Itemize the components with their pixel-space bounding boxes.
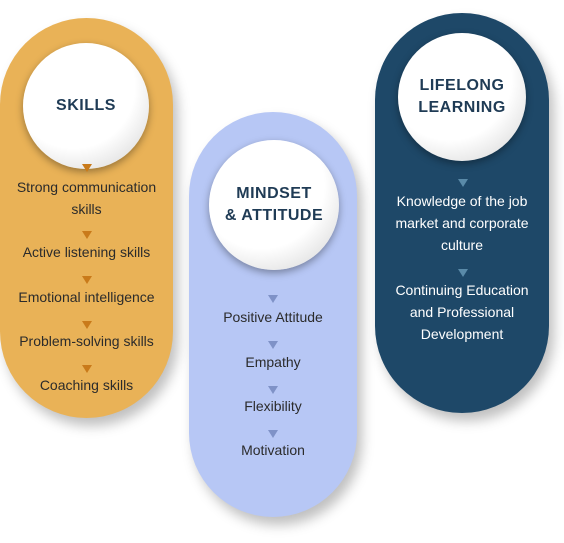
- mindset-title: MINDSET & ATTITUDE: [224, 185, 324, 224]
- mindset-item: Flexibility: [244, 398, 302, 414]
- skills-pill: SKILLS Strong communication skills Activ…: [0, 18, 173, 418]
- skills-item: Active listening skills: [22, 244, 151, 260]
- lifelong-learning-pill: LIFELONG LEARNING Knowledge of the job m…: [375, 13, 549, 413]
- skills-item: Problem-solving skills: [19, 333, 154, 349]
- skills-item: Strong communication skills: [16, 179, 157, 217]
- lifelong-learning-title: LIFELONG LEARNING: [418, 77, 506, 116]
- down-arrow-icon: [268, 341, 278, 349]
- down-arrow-icon: [82, 321, 92, 329]
- skills-circle: SKILLS: [23, 43, 149, 169]
- down-arrow-icon: [82, 276, 92, 284]
- down-arrow-icon: [82, 365, 92, 373]
- lifelong-learning-item: Continuing Education and Professional De…: [395, 282, 529, 342]
- skills-item: Emotional intelligence: [18, 289, 155, 305]
- mindset-pill: MINDSET & ATTITUDE Positive Attitude Emp…: [189, 112, 357, 517]
- down-arrow-icon: [82, 231, 92, 239]
- down-arrow-icon: [268, 295, 278, 303]
- lifelong-learning-circle: LIFELONG LEARNING: [398, 33, 526, 161]
- lifelong-learning-item: Knowledge of the job market and corporat…: [395, 193, 529, 253]
- skills-item: Coaching skills: [39, 377, 134, 393]
- mindset-item: Positive Attitude: [223, 309, 323, 325]
- skills-title: SKILLS: [56, 97, 116, 114]
- down-arrow-icon: [458, 269, 468, 277]
- down-arrow-icon: [268, 430, 278, 438]
- mindset-item: Empathy: [245, 354, 301, 370]
- mindset-circle: MINDSET & ATTITUDE: [209, 140, 339, 270]
- down-arrow-icon: [82, 164, 92, 172]
- down-arrow-icon: [458, 179, 468, 187]
- down-arrow-icon: [268, 386, 278, 394]
- mindset-item: Motivation: [241, 442, 305, 458]
